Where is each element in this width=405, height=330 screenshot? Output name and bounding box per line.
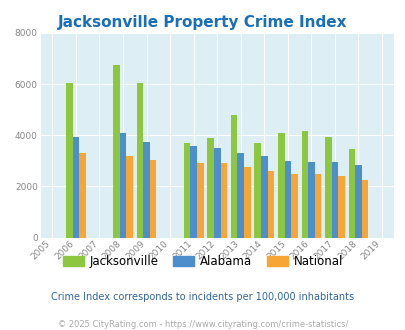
- Bar: [183, 143, 190, 238]
- Bar: [307, 162, 314, 238]
- Bar: [149, 160, 156, 238]
- Bar: [119, 133, 126, 238]
- Text: © 2025 CityRating.com - https://www.cityrating.com/crime-statistics/: © 2025 CityRating.com - https://www.city…: [58, 320, 347, 329]
- Bar: [79, 153, 85, 238]
- Bar: [331, 162, 337, 238]
- Bar: [254, 143, 260, 238]
- Bar: [220, 163, 226, 238]
- Bar: [324, 137, 331, 238]
- Bar: [243, 167, 250, 238]
- Legend: Jacksonville, Alabama, National: Jacksonville, Alabama, National: [59, 252, 346, 272]
- Bar: [348, 149, 354, 238]
- Bar: [230, 115, 237, 238]
- Bar: [361, 180, 367, 238]
- Bar: [301, 131, 307, 238]
- Bar: [196, 163, 203, 238]
- Bar: [284, 161, 290, 238]
- Bar: [113, 65, 119, 238]
- Bar: [66, 83, 72, 238]
- Bar: [314, 174, 320, 238]
- Bar: [72, 137, 79, 238]
- Bar: [143, 142, 149, 238]
- Bar: [354, 165, 361, 238]
- Bar: [207, 138, 213, 238]
- Bar: [277, 133, 284, 238]
- Text: Crime Index corresponds to incidents per 100,000 inhabitants: Crime Index corresponds to incidents per…: [51, 292, 354, 302]
- Bar: [267, 171, 273, 238]
- Bar: [290, 174, 297, 238]
- Bar: [126, 156, 132, 238]
- Bar: [337, 176, 344, 238]
- Bar: [237, 153, 243, 238]
- Bar: [136, 83, 143, 238]
- Bar: [190, 146, 196, 238]
- Bar: [213, 148, 220, 238]
- Bar: [260, 156, 267, 238]
- Text: Jacksonville Property Crime Index: Jacksonville Property Crime Index: [58, 15, 347, 30]
